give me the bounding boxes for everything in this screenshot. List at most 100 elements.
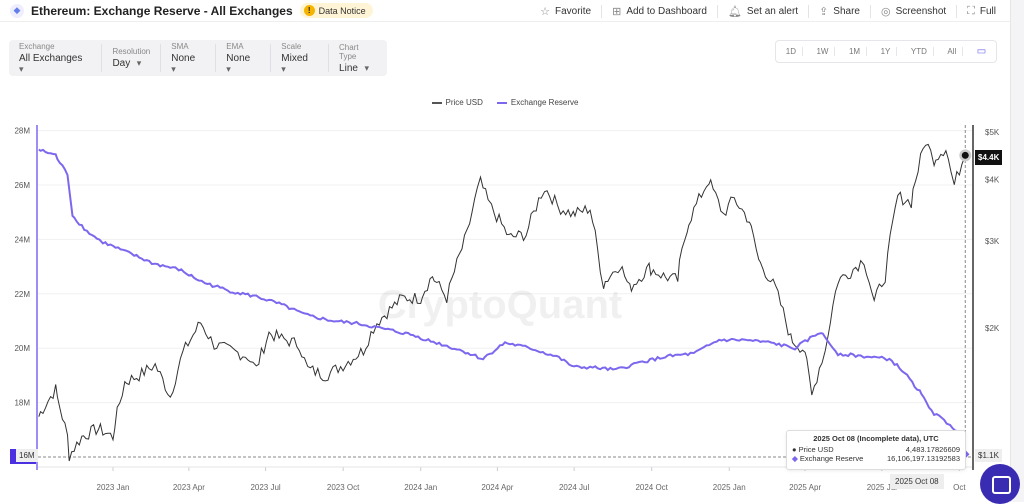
legend-price-swatch (431, 101, 442, 104)
action-label: Set an alert (746, 5, 799, 17)
price-low-tag: $1.1K (975, 449, 1002, 462)
header: ◆ Ethereum: Exchange Reserve - All Excha… (0, 0, 1010, 22)
set-an-alert-button[interactable]: 🔔︎ Set an alert (718, 4, 810, 18)
action-label: Screenshot (895, 5, 947, 17)
share-icon: ⇪ (819, 5, 829, 18)
control-label: SMA (171, 41, 189, 51)
price-axis-tag: $4.4K (975, 150, 1003, 165)
legend-reserve[interactable]: Exchange Reserve (496, 98, 579, 107)
legend-reserve-swatch (496, 101, 507, 104)
dashboard-icon: ⊞ (612, 5, 622, 18)
tooltip-reserve-value: 16,106,197.13192583 (887, 454, 960, 463)
x-tick-label: 2023 Apr (173, 483, 205, 492)
range-selector: 1D 1W 1M 1Y YTD All ▭ (775, 40, 997, 63)
watermark: CryptoQuant (378, 283, 622, 327)
legend-price-label: Price USD (445, 98, 483, 107)
x-tick-label: 2025 Apr (789, 483, 821, 492)
x-tick-label: 2025 Jul (867, 483, 897, 492)
range-all[interactable]: All (941, 47, 964, 56)
left-tick-label: 20M (14, 344, 30, 353)
control-value: All Exchanges (19, 53, 91, 75)
crosshair-date-tag: 2025 Oct 08 (890, 474, 944, 489)
x-tick-label: Oct (953, 483, 966, 492)
control-value: Line (339, 63, 377, 74)
action-label: Favorite (554, 5, 592, 17)
range-1m[interactable]: 1M (843, 47, 868, 56)
price-marker (961, 151, 969, 159)
favorite-button[interactable]: ☆ Favorite (530, 4, 603, 18)
tooltip-price-value: 4,483.17826609 (905, 445, 960, 454)
screenshot-button[interactable]: ◎ Screenshot (871, 4, 958, 18)
action-label: Share (833, 5, 860, 17)
reserve-axis-tag-label: 16M (16, 449, 38, 462)
price-line (38, 143, 966, 462)
range-1w[interactable]: 1W (810, 47, 836, 56)
control-scale[interactable]: Scale Mixed (271, 42, 330, 75)
share-button[interactable]: ⇪ Share (809, 4, 871, 18)
tooltip-reserve-label: Exchange Reserve (799, 454, 864, 463)
x-tick-label: 2024 Oct (635, 483, 668, 492)
left-tick-label: 26M (14, 181, 30, 190)
control-resolution[interactable]: Resolution Day (102, 44, 162, 72)
control-label: Chart Type (339, 42, 359, 61)
chart-controls: Exchange All Exchanges Resolution Day SMA Non… (9, 40, 387, 76)
x-tick-label: 2024 Jan (404, 483, 437, 492)
star-icon: ☆ (540, 5, 550, 18)
control-value: None (226, 53, 260, 75)
control-exchange[interactable]: Exchange All Exchanges (9, 41, 103, 75)
control-ema[interactable]: EMA None (216, 42, 272, 75)
control-sma[interactable]: SMA None (161, 41, 217, 75)
control-chart-type[interactable]: Chart Type Line (329, 42, 387, 74)
left-tick-label: 24M (14, 235, 30, 244)
action-label: Full (979, 5, 996, 17)
page-title: Ethereum: Exchange Reserve - All Exchang… (31, 3, 293, 18)
left-tick-label: 28M (14, 127, 30, 136)
range-1d[interactable]: 1D (780, 47, 803, 56)
data-notice-badge[interactable]: ! Data Notice (299, 3, 373, 18)
control-value: Day (112, 58, 150, 69)
x-tick-label: 2023 Jul (250, 483, 280, 492)
bell-icon: 🔔︎ (727, 5, 742, 18)
reserve-axis-tag: 16M (10, 449, 38, 464)
x-tick-label: 2024 Jul (559, 483, 589, 492)
range-1y[interactable]: 1Y (875, 47, 898, 56)
control-value: None (171, 53, 205, 75)
x-tick-label: 2023 Oct (327, 483, 360, 492)
right-tick-label: $3K (985, 237, 1000, 246)
warning-icon: ! (303, 5, 315, 16)
left-tick-label: 22M (14, 290, 30, 299)
scrollbar[interactable] (1010, 0, 1024, 502)
action-label: Add to Dashboard (626, 5, 707, 17)
control-label: Exchange (19, 41, 55, 51)
chat-button[interactable] (980, 464, 1020, 504)
fullscreen-icon: ⛶ (967, 4, 975, 17)
tooltip-date: 2025 Oct 08 (Incomplete data), UTC (813, 434, 939, 443)
right-tick-label: $2K (985, 324, 1000, 333)
x-tick-label: 2023 Jan (97, 483, 130, 492)
x-tick-label: 2024 Apr (481, 483, 513, 492)
x-tick-label: 2025 Jan (713, 483, 746, 492)
legend-price[interactable]: Price USD (431, 98, 483, 107)
tooltip: 2025 Oct 08 (Incomplete data), UTC ● Pri… (786, 430, 966, 470)
right-tick-label: $5K (985, 128, 1000, 137)
legend: Price USD Exchange Reserve (0, 98, 1010, 107)
legend-reserve-label: Exchange Reserve (510, 98, 579, 107)
ethereum-icon: ◆ (10, 3, 24, 18)
calendar-icon[interactable]: ▭ (976, 46, 987, 57)
reserve-line (38, 148, 967, 455)
left-tick-label: 18M (14, 399, 30, 408)
control-value: Mixed (281, 53, 318, 75)
range-ytd[interactable]: YTD (905, 47, 934, 56)
diamond-icon: ◆ (792, 454, 798, 463)
right-tick-label: $4K (985, 176, 1000, 185)
tooltip-row-price: ● Price USD 4,483.17826609 (792, 445, 960, 454)
header-actions: ☆ Favorite ⊞ Add to Dashboard 🔔︎ Set an alert… (530, 0, 996, 22)
camera-icon: ◎ (880, 5, 891, 18)
add-to-dashboard-button[interactable]: ⊞ Add to Dashboard (602, 4, 718, 18)
full-button[interactable]: ⛶ Full (957, 5, 996, 18)
tooltip-row-reserve: ◆ Exchange Reserve 16,106,197.13192583 (792, 454, 960, 463)
data-notice-label: Data Notice (318, 5, 366, 16)
control-label: Resolution (112, 47, 151, 56)
tooltip-price-label: Price USD (798, 445, 834, 454)
